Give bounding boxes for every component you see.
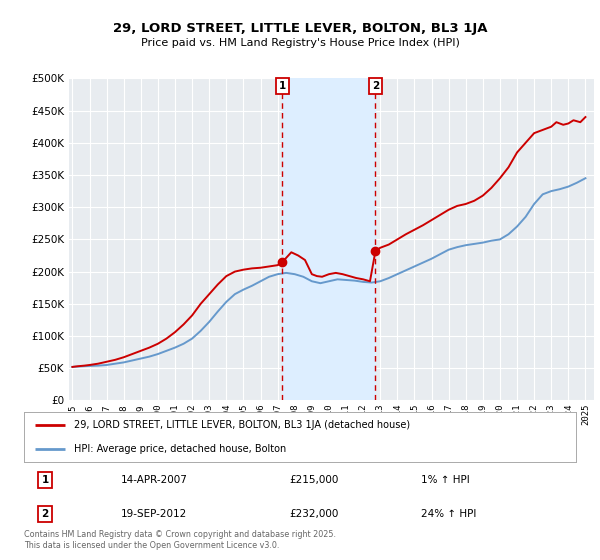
Text: Contains HM Land Registry data © Crown copyright and database right 2025.
This d: Contains HM Land Registry data © Crown c… (24, 530, 336, 550)
Text: 29, LORD STREET, LITTLE LEVER, BOLTON, BL3 1JA: 29, LORD STREET, LITTLE LEVER, BOLTON, B… (113, 22, 487, 35)
Text: 1: 1 (41, 475, 49, 486)
Text: £232,000: £232,000 (289, 509, 338, 519)
Text: 2: 2 (372, 81, 379, 91)
Bar (283, 78, 376, 400)
Text: 2: 2 (41, 509, 49, 519)
Text: 1% ↑ HPI: 1% ↑ HPI (421, 475, 470, 486)
Text: 14-APR-2007: 14-APR-2007 (121, 475, 187, 486)
Text: 24% ↑ HPI: 24% ↑ HPI (421, 509, 477, 519)
Text: Price paid vs. HM Land Registry's House Price Index (HPI): Price paid vs. HM Land Registry's House … (140, 38, 460, 48)
Text: HPI: Average price, detached house, Bolton: HPI: Average price, detached house, Bolt… (74, 444, 286, 454)
Text: 29, LORD STREET, LITTLE LEVER, BOLTON, BL3 1JA (detached house): 29, LORD STREET, LITTLE LEVER, BOLTON, B… (74, 419, 410, 430)
Text: £215,000: £215,000 (289, 475, 338, 486)
Text: 1: 1 (279, 81, 286, 91)
Text: 19-SEP-2012: 19-SEP-2012 (121, 509, 187, 519)
